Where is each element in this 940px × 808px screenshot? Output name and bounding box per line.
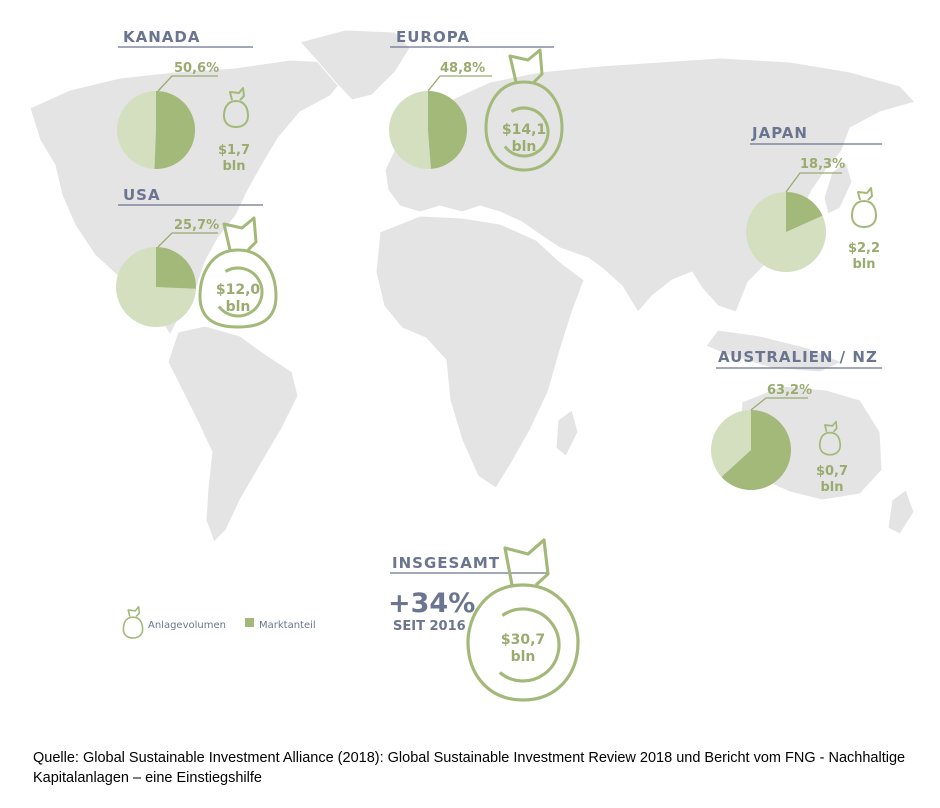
map-africa (375, 215, 585, 489)
map-eurasia (384, 57, 916, 313)
region-title-europa: EUROPA (396, 28, 470, 46)
map-south-america (167, 325, 299, 543)
share-label-europa: 48,8% (440, 61, 485, 76)
share-label-usa: 25,7% (174, 218, 219, 233)
region-title-japan: JAPAN (751, 124, 808, 142)
region-titles: KANADA EUROPA USA JAPAN AUSTRALIEN / NZ (118, 28, 882, 369)
region-title-australien: AUSTRALIEN / NZ (718, 348, 878, 366)
map-indonesia (705, 329, 844, 373)
money-bag-icon (122, 605, 144, 639)
region-title-kanada: KANADA (123, 28, 200, 46)
volume-unit-japan: bln (852, 257, 875, 272)
share-label-japan: 18,3% (800, 157, 845, 172)
pie-japan (746, 192, 826, 272)
pie-slice-japan (786, 192, 823, 232)
volume-label-japan: $2,2 (848, 241, 880, 256)
total-title: INSGESAMT (392, 554, 500, 572)
region-title-usa: USA (123, 186, 161, 204)
total-since: SEIT 2016 (393, 619, 466, 634)
pie-australien (711, 410, 792, 490)
share-labels: 50,6% 48,8% 25,7% 18,3% 63,2% (174, 61, 845, 398)
money-bag-icon (466, 538, 580, 702)
volume-label-europa: $14,1 (502, 122, 546, 138)
legend: Anlagevolumen Marktanteil (122, 605, 316, 639)
money-bag-icon (851, 187, 877, 228)
source-note: Quelle: Global Sustainable Investment Al… (33, 750, 906, 786)
map-madagascar (555, 409, 579, 457)
map-new-zealand (887, 489, 915, 535)
money-bag-icon (484, 48, 564, 172)
volume-label-kanada: $1,7 (218, 143, 250, 158)
pie-slice-australien (721, 410, 792, 490)
pie-europa (389, 91, 468, 169)
total-volume-label: $30,7 (501, 632, 545, 648)
share-label-australien: 63,2% (767, 383, 812, 398)
legend-swatch-share (245, 618, 254, 627)
total-growth: +34% (388, 588, 475, 619)
volume-unit-kanada: bln (222, 159, 245, 174)
legend-label-share: Marktanteil (259, 620, 316, 631)
world-map (29, 29, 916, 543)
volume-label-australien: $0,7 (816, 464, 848, 479)
pie-slice-usa (156, 247, 196, 289)
volume-label-usa: $12,0 (216, 282, 261, 298)
volume-unit-australien: bln (820, 480, 843, 495)
map-greenland (299, 29, 411, 101)
pie-usa (116, 247, 196, 327)
pie-slice-kanada (154, 90, 196, 169)
map-north-america (29, 59, 346, 337)
pie-slice-europa (428, 91, 468, 169)
pie-kanada (117, 90, 196, 169)
volume-unit-usa: bln (226, 299, 251, 315)
volume-unit-europa: bln (512, 139, 537, 155)
share-label-kanada: 50,6% (174, 61, 219, 76)
legend-label-volume: Anlagevolumen (148, 620, 226, 631)
map-japan (823, 161, 853, 215)
leader-lines (157, 75, 842, 411)
money-bag-icon (198, 216, 278, 329)
total-volume-unit: bln (511, 649, 536, 665)
